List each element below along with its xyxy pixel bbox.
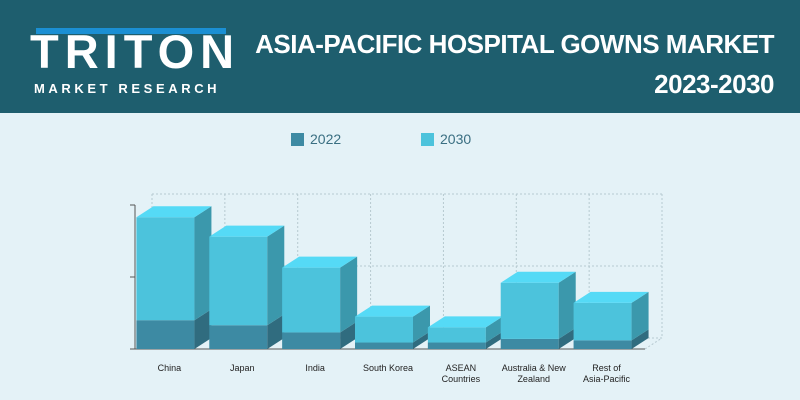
bar-side-2022-5: [558, 327, 576, 349]
bar-2030-1: [209, 236, 268, 326]
bar-2030-4: [427, 327, 486, 343]
legend-item-2022: 2022: [291, 131, 341, 147]
bar-2022-0: [136, 320, 195, 349]
legend-label-2030: 2030: [440, 131, 472, 147]
bar-2022-4: [427, 342, 486, 349]
category-label-line: ASEAN: [445, 363, 477, 373]
category-label-line: Zealand: [517, 374, 550, 384]
bar-2030-3: [355, 316, 413, 343]
title-line-2: 2023-2030: [654, 69, 774, 99]
legend-item-2030: 2030: [421, 131, 471, 147]
category-label-line: Japan: [230, 363, 255, 373]
title-line-1: ASIA-PACIFIC HOSPITAL GOWNS MARKET: [255, 29, 774, 59]
bar-top-2030-4: [427, 316, 503, 328]
bar-side-2030-4: [485, 316, 503, 343]
bar-2030-0: [136, 217, 195, 321]
category-label-line: India: [305, 363, 325, 373]
category-label-1: Japan: [197, 363, 287, 374]
chart-legend: 2022 2030: [0, 131, 800, 151]
logo-accent-bar: [36, 28, 226, 34]
category-label-5: Australia & New Zealand: [489, 363, 579, 385]
bar-2022-2: [282, 332, 341, 349]
bar-side-2022-2: [340, 321, 358, 349]
legend-swatch-2022: [291, 132, 304, 146]
bar-top-2030-5: [500, 271, 576, 283]
category-label-line: Australia & New: [501, 363, 566, 373]
bar-2030-6: [573, 302, 632, 341]
category-label-3: South Korea: [343, 363, 433, 374]
floor-edge: [644, 337, 663, 350]
bar-side-2030-2: [340, 256, 358, 333]
legend-swatch-2030: [421, 132, 434, 146]
bar-2022-1: [209, 325, 268, 349]
page-title: ASIA-PACIFIC HOSPITAL GOWNS MARKET 2023-…: [255, 24, 774, 104]
legend-label-2022: 2022: [310, 131, 342, 147]
category-label-line: China: [157, 363, 182, 373]
triton-logo: TRITON MARKET RESEARCH: [30, 28, 234, 98]
bar-top-2030-2: [282, 256, 358, 268]
bar-2030-2: [282, 267, 341, 333]
category-label-line: Countries: [441, 374, 481, 384]
bar-side-2022-1: [267, 314, 285, 349]
bar-side-2030-3: [413, 305, 430, 343]
category-label-2: India: [270, 363, 360, 374]
bar-2022-5: [500, 338, 559, 349]
category-label-4: ASEAN Countries: [416, 363, 506, 385]
category-label-line: South Korea: [362, 363, 414, 373]
bar-2022-3: [355, 342, 413, 349]
bar-side-2022-3: [413, 331, 430, 349]
logo-tagline: MARKET RESEARCH: [34, 81, 221, 96]
bar-top-2030-3: [355, 305, 430, 317]
bar-side-2030-1: [267, 225, 285, 326]
header-banner: TRITON MARKET RESEARCH ASIA-PACIFIC HOSP…: [0, 0, 800, 113]
bar-side-2030-0: [194, 206, 212, 321]
category-label-line: Rest of: [592, 363, 621, 373]
bar-top-2030-1: [209, 225, 285, 237]
bar-2030-5: [500, 282, 559, 339]
bar-side-2030-6: [631, 291, 649, 341]
bar-top-2030-6: [573, 291, 649, 303]
category-label-6: Rest of Asia-Pacific: [562, 363, 652, 385]
bar-top-2030-0: [136, 206, 212, 218]
logo-wordmark: TRITON: [30, 25, 241, 78]
bar-side-2022-4: [485, 331, 503, 349]
category-label-0: China: [124, 363, 214, 374]
bar-side-2030-5: [558, 271, 576, 339]
bar-side-2022-0: [194, 309, 212, 349]
category-label-line: Asia-Pacific: [583, 374, 631, 384]
bar-side-2022-6: [631, 329, 649, 349]
bar-2022-6: [573, 340, 632, 349]
